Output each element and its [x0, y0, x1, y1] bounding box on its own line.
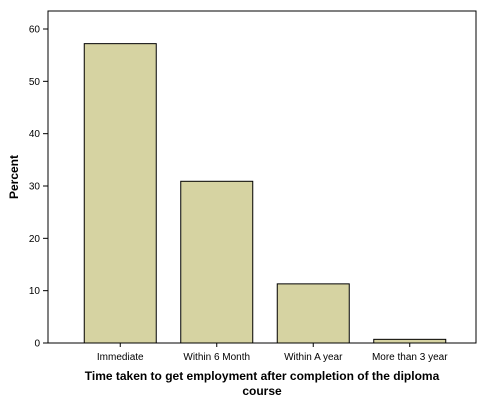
bar	[180, 180, 254, 344]
x-axis: Immediate Within 6 Month Within A year More…	[97, 343, 448, 363]
x-axis-title-line-1: Time taken to get employment after compl…	[85, 369, 440, 383]
bars	[83, 43, 447, 344]
y-axis: 0 10 20 30 40 50 60	[29, 25, 48, 350]
y-tick-label: 40	[29, 129, 41, 140]
y-tick-label: 50	[29, 77, 41, 88]
y-tick-label: 20	[29, 234, 41, 245]
x-category-label: More than 3 year	[372, 352, 448, 363]
y-tick-label: 10	[29, 286, 41, 297]
x-category-label: Immediate	[97, 352, 144, 363]
y-tick-label: 0	[34, 339, 40, 350]
x-axis-title-line-2: course	[242, 384, 282, 398]
bar	[83, 43, 157, 344]
x-category-label: Within 6 Month	[183, 352, 250, 363]
y-axis-title: Percent	[7, 155, 21, 199]
bar	[373, 338, 447, 344]
bar	[276, 283, 350, 344]
x-category-label: Within A year	[284, 352, 343, 363]
y-tick-label: 30	[29, 182, 41, 193]
y-tick-label: 60	[29, 25, 41, 36]
